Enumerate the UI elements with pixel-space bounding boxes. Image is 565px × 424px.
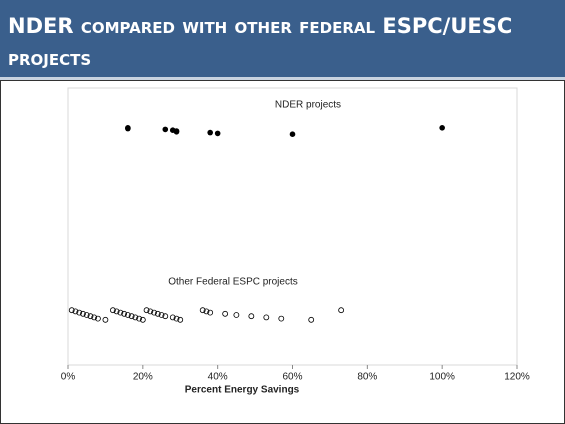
plot-area — [67, 87, 518, 366]
point — [87, 313, 94, 320]
series-label: Other Federal ESPC projects — [168, 277, 298, 288]
point — [338, 307, 345, 314]
point — [169, 314, 176, 321]
point — [110, 307, 116, 314]
x-tick-label: 40% — [208, 372, 228, 383]
point — [121, 310, 128, 317]
point — [248, 313, 255, 320]
title-lead: NDER — [8, 14, 74, 38]
point — [117, 309, 124, 316]
point — [214, 130, 221, 137]
point — [278, 315, 285, 322]
point — [263, 314, 270, 321]
point — [207, 309, 214, 316]
point — [439, 125, 445, 131]
point — [207, 129, 213, 136]
x-tick-label: 60% — [282, 372, 302, 383]
point — [125, 125, 131, 132]
x-tick-label: 100% — [429, 372, 455, 383]
point — [95, 315, 101, 322]
point — [80, 310, 86, 317]
point — [289, 131, 296, 137]
point — [83, 312, 90, 318]
point — [72, 308, 79, 315]
point — [162, 126, 169, 133]
point — [154, 310, 161, 317]
point — [124, 312, 131, 318]
x-tick-label: 0% — [61, 372, 76, 383]
point — [143, 307, 150, 314]
point — [173, 129, 180, 135]
x-tick-label: 120% — [504, 372, 530, 383]
point — [308, 316, 315, 323]
point — [102, 316, 109, 323]
point — [68, 307, 75, 314]
point — [173, 315, 180, 322]
header: NDER compared with other federal ESPC/UE… — [0, 0, 565, 80]
point — [147, 308, 154, 315]
point — [177, 316, 184, 323]
point — [158, 312, 165, 318]
point — [222, 310, 229, 317]
point — [162, 313, 169, 320]
slide-title: NDER compared with other federal ESPC/UE… — [8, 10, 528, 74]
title-rest: compared with other federal ESPC/UESC pr… — [8, 14, 513, 70]
point — [151, 309, 157, 316]
point — [199, 307, 206, 314]
point — [132, 314, 139, 321]
x-axis-label: Percent Energy Savings — [185, 385, 300, 396]
point — [113, 308, 120, 315]
point — [76, 309, 83, 316]
point — [233, 312, 240, 318]
point — [91, 314, 98, 321]
series-label: NDER projects — [275, 100, 341, 111]
x-tick-label: 80% — [357, 372, 377, 383]
point — [203, 308, 210, 315]
point — [136, 315, 142, 322]
x-tick-label: 20% — [133, 372, 153, 383]
point — [139, 316, 146, 323]
point — [128, 313, 135, 320]
